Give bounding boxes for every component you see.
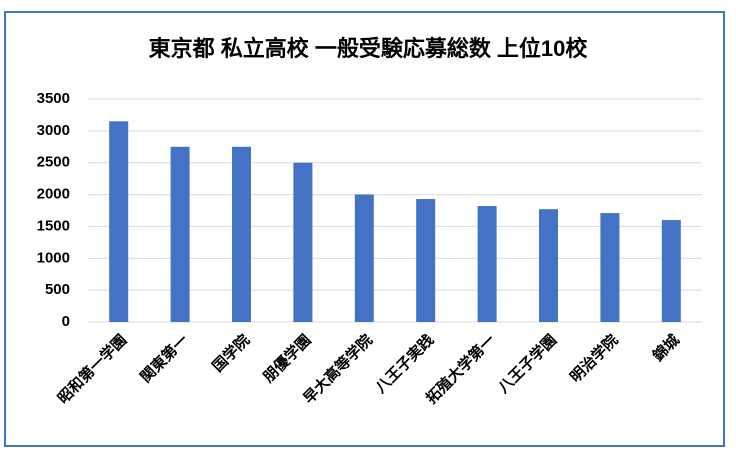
bar: [539, 209, 558, 322]
bar: [600, 213, 620, 322]
bar: [477, 206, 497, 322]
bar: [232, 146, 251, 322]
y-tick-label: 1000: [37, 249, 70, 266]
chart-title: 東京都 私立高校 一般受験応募総数 上位10校: [149, 36, 589, 61]
y-tick-label: 1500: [37, 217, 70, 234]
y-tick-label: 500: [45, 281, 70, 298]
bar: [354, 194, 374, 322]
bar: [661, 220, 681, 322]
y-tick-label: 2500: [37, 154, 70, 171]
bar: [170, 146, 190, 322]
bar: [293, 162, 313, 322]
bar: [109, 121, 129, 322]
bar: [416, 199, 436, 322]
y-tick-label: 2000: [37, 186, 70, 203]
y-tick-label: 3000: [37, 122, 70, 139]
y-tick-label: 0: [62, 313, 70, 330]
y-tick-label: 3500: [37, 90, 70, 107]
